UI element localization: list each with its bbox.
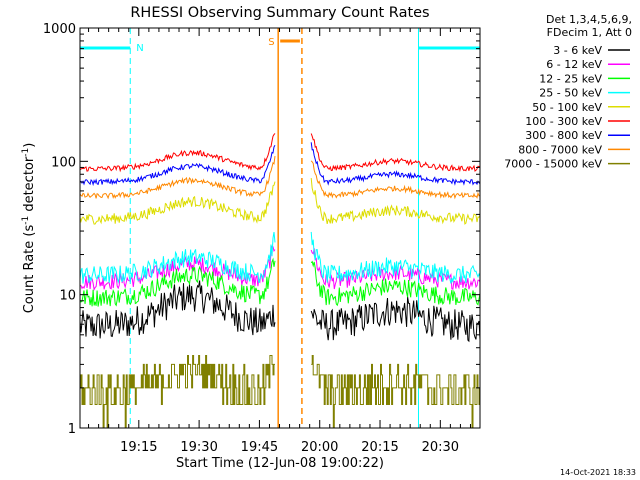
- chart-title: RHESSI Observing Summary Count Rates: [130, 5, 429, 21]
- series-line-8-seg-0: [80, 355, 275, 429]
- legend-label-0: 3 - 6 keV: [553, 44, 602, 57]
- series-line-3-seg-1: [310, 231, 481, 284]
- series-line-7-seg-1: [310, 160, 481, 200]
- series-line-5-seg-0: [79, 133, 276, 173]
- legend-label-7: 800 - 7000 keV: [518, 143, 602, 156]
- series-line-4-seg-0: [79, 181, 276, 225]
- y-axis-label-mid: detector: [22, 156, 37, 216]
- annotation-bars: NS: [80, 37, 480, 54]
- series-line-2-seg-0: [79, 257, 276, 307]
- x-tick-label: 20:30: [422, 440, 459, 455]
- x-tick-label: 20:00: [301, 440, 338, 455]
- legend-label-6: 300 - 800 keV: [525, 129, 602, 142]
- series-line-0-seg-1: [310, 296, 481, 343]
- y-axis-label-end: ): [22, 143, 37, 148]
- legend-label-3: 25 - 50 keV: [539, 87, 602, 100]
- x-tick-label: 20:15: [361, 440, 398, 455]
- y-axis-label: Count Rate (s-1 detector-1): [21, 143, 37, 314]
- series-line-6-seg-1: [310, 142, 481, 186]
- series-line-4-seg-1: [310, 178, 481, 225]
- series-line-0-seg-0: [79, 280, 276, 339]
- legend-label-4: 50 - 100 keV: [532, 101, 602, 114]
- series-line-3-seg-0: [79, 232, 276, 284]
- series-lines: [79, 133, 481, 429]
- annotation-label-N: N: [136, 43, 143, 54]
- series-line-6-seg-0: [79, 144, 276, 187]
- legend-label-1: 6 - 12 keV: [546, 58, 602, 71]
- footer-date: 14-Oct-2021 18:33: [560, 468, 636, 477]
- y-axis-label-sup-2: -1: [21, 148, 31, 157]
- series-line-7-seg-0: [79, 156, 276, 200]
- y-tick-label: 1: [68, 422, 76, 437]
- y-tick-label: 100: [51, 155, 76, 170]
- x-axis-label: Start Time (12-Jun-08 19:00:22): [176, 456, 384, 471]
- legend-label-2: 12 - 25 keV: [539, 72, 602, 85]
- series-line-1-seg-1: [310, 248, 481, 290]
- x-tick-label: 19:30: [180, 440, 217, 455]
- x-tick-label: 19:45: [241, 440, 278, 455]
- legend: Det 1,3,4,5,6,9,FDecim 1, Att 0 3 - 6 keV…: [504, 13, 632, 171]
- series-line-1-seg-0: [79, 245, 276, 292]
- y-tick-label: 1000: [43, 22, 76, 37]
- axes: 1 10 100 1000 19:15 19:30 19:45 20:00 20:15 20:30: [43, 22, 480, 455]
- legend-header-line: FDecim 1, Att 0: [547, 26, 632, 39]
- legend-header-line: Det 1,3,4,5,6,9,: [546, 13, 632, 26]
- series-line-8-seg-1: [311, 355, 481, 429]
- legend-label-5: 100 - 300 keV: [525, 115, 602, 128]
- y-axis-label-sup-1: -1: [21, 216, 31, 225]
- y-axis-label-base: Count Rate (s: [22, 225, 37, 314]
- series-line-5-seg-1: [310, 133, 481, 173]
- y-tick-label: 10: [59, 289, 76, 304]
- legend-label-8: 7000 - 15000 keV: [504, 158, 602, 171]
- series-line-2-seg-1: [310, 260, 481, 307]
- x-tick-label: 19:15: [120, 440, 157, 455]
- annotation-label-S: S: [268, 37, 274, 48]
